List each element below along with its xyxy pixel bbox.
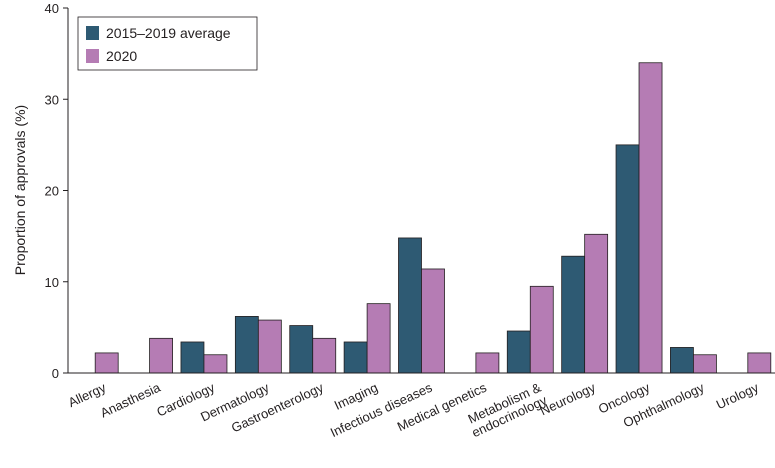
bar-2015-2019 <box>398 237 422 374</box>
bar-2015-2019 <box>615 144 640 374</box>
bar-2020 <box>366 303 391 374</box>
bar-2020 <box>203 354 228 374</box>
bar-2015-2019 <box>506 330 531 374</box>
legend-frame <box>77 16 258 71</box>
bar-2015-2019 <box>561 255 586 374</box>
legend-swatch-2020 <box>86 49 99 63</box>
bar-2020 <box>638 62 663 374</box>
bar-2020 <box>529 285 554 374</box>
bars-group <box>94 62 772 374</box>
bar-2020 <box>149 337 173 374</box>
bar-2020 <box>421 268 445 374</box>
y-tick-label: 10 <box>45 275 59 290</box>
y-axis-ticks: 0 10 20 30 40 <box>45 1 68 381</box>
bar-2020 <box>747 352 772 374</box>
bar-2020 <box>584 233 609 374</box>
y-tick-label: 30 <box>45 92 59 107</box>
bar-2020 <box>94 352 119 374</box>
bar-2020 <box>257 319 282 374</box>
bar-2020 <box>475 352 500 374</box>
bar-2015-2019 <box>670 347 694 374</box>
bar-2015-2019 <box>289 325 314 374</box>
legend-label-2015-2019: 2015–2019 average <box>106 25 231 41</box>
bar-2020 <box>693 354 717 374</box>
bar-2015-2019 <box>234 316 259 374</box>
y-tick-label: 20 <box>45 184 59 199</box>
legend-label-2020: 2020 <box>106 48 137 64</box>
y-tick-label: 0 <box>52 366 59 381</box>
y-axis-title: Proportion of approvals (%) <box>12 105 28 275</box>
bar-2015-2019 <box>180 341 205 374</box>
y-tick-label: 40 <box>45 1 59 16</box>
bar-2015-2019 <box>343 341 368 374</box>
legend-swatch-2015-2019 <box>86 26 99 40</box>
bar-2020 <box>312 337 337 374</box>
legend: 2015–2019 average 2020 <box>77 16 258 71</box>
